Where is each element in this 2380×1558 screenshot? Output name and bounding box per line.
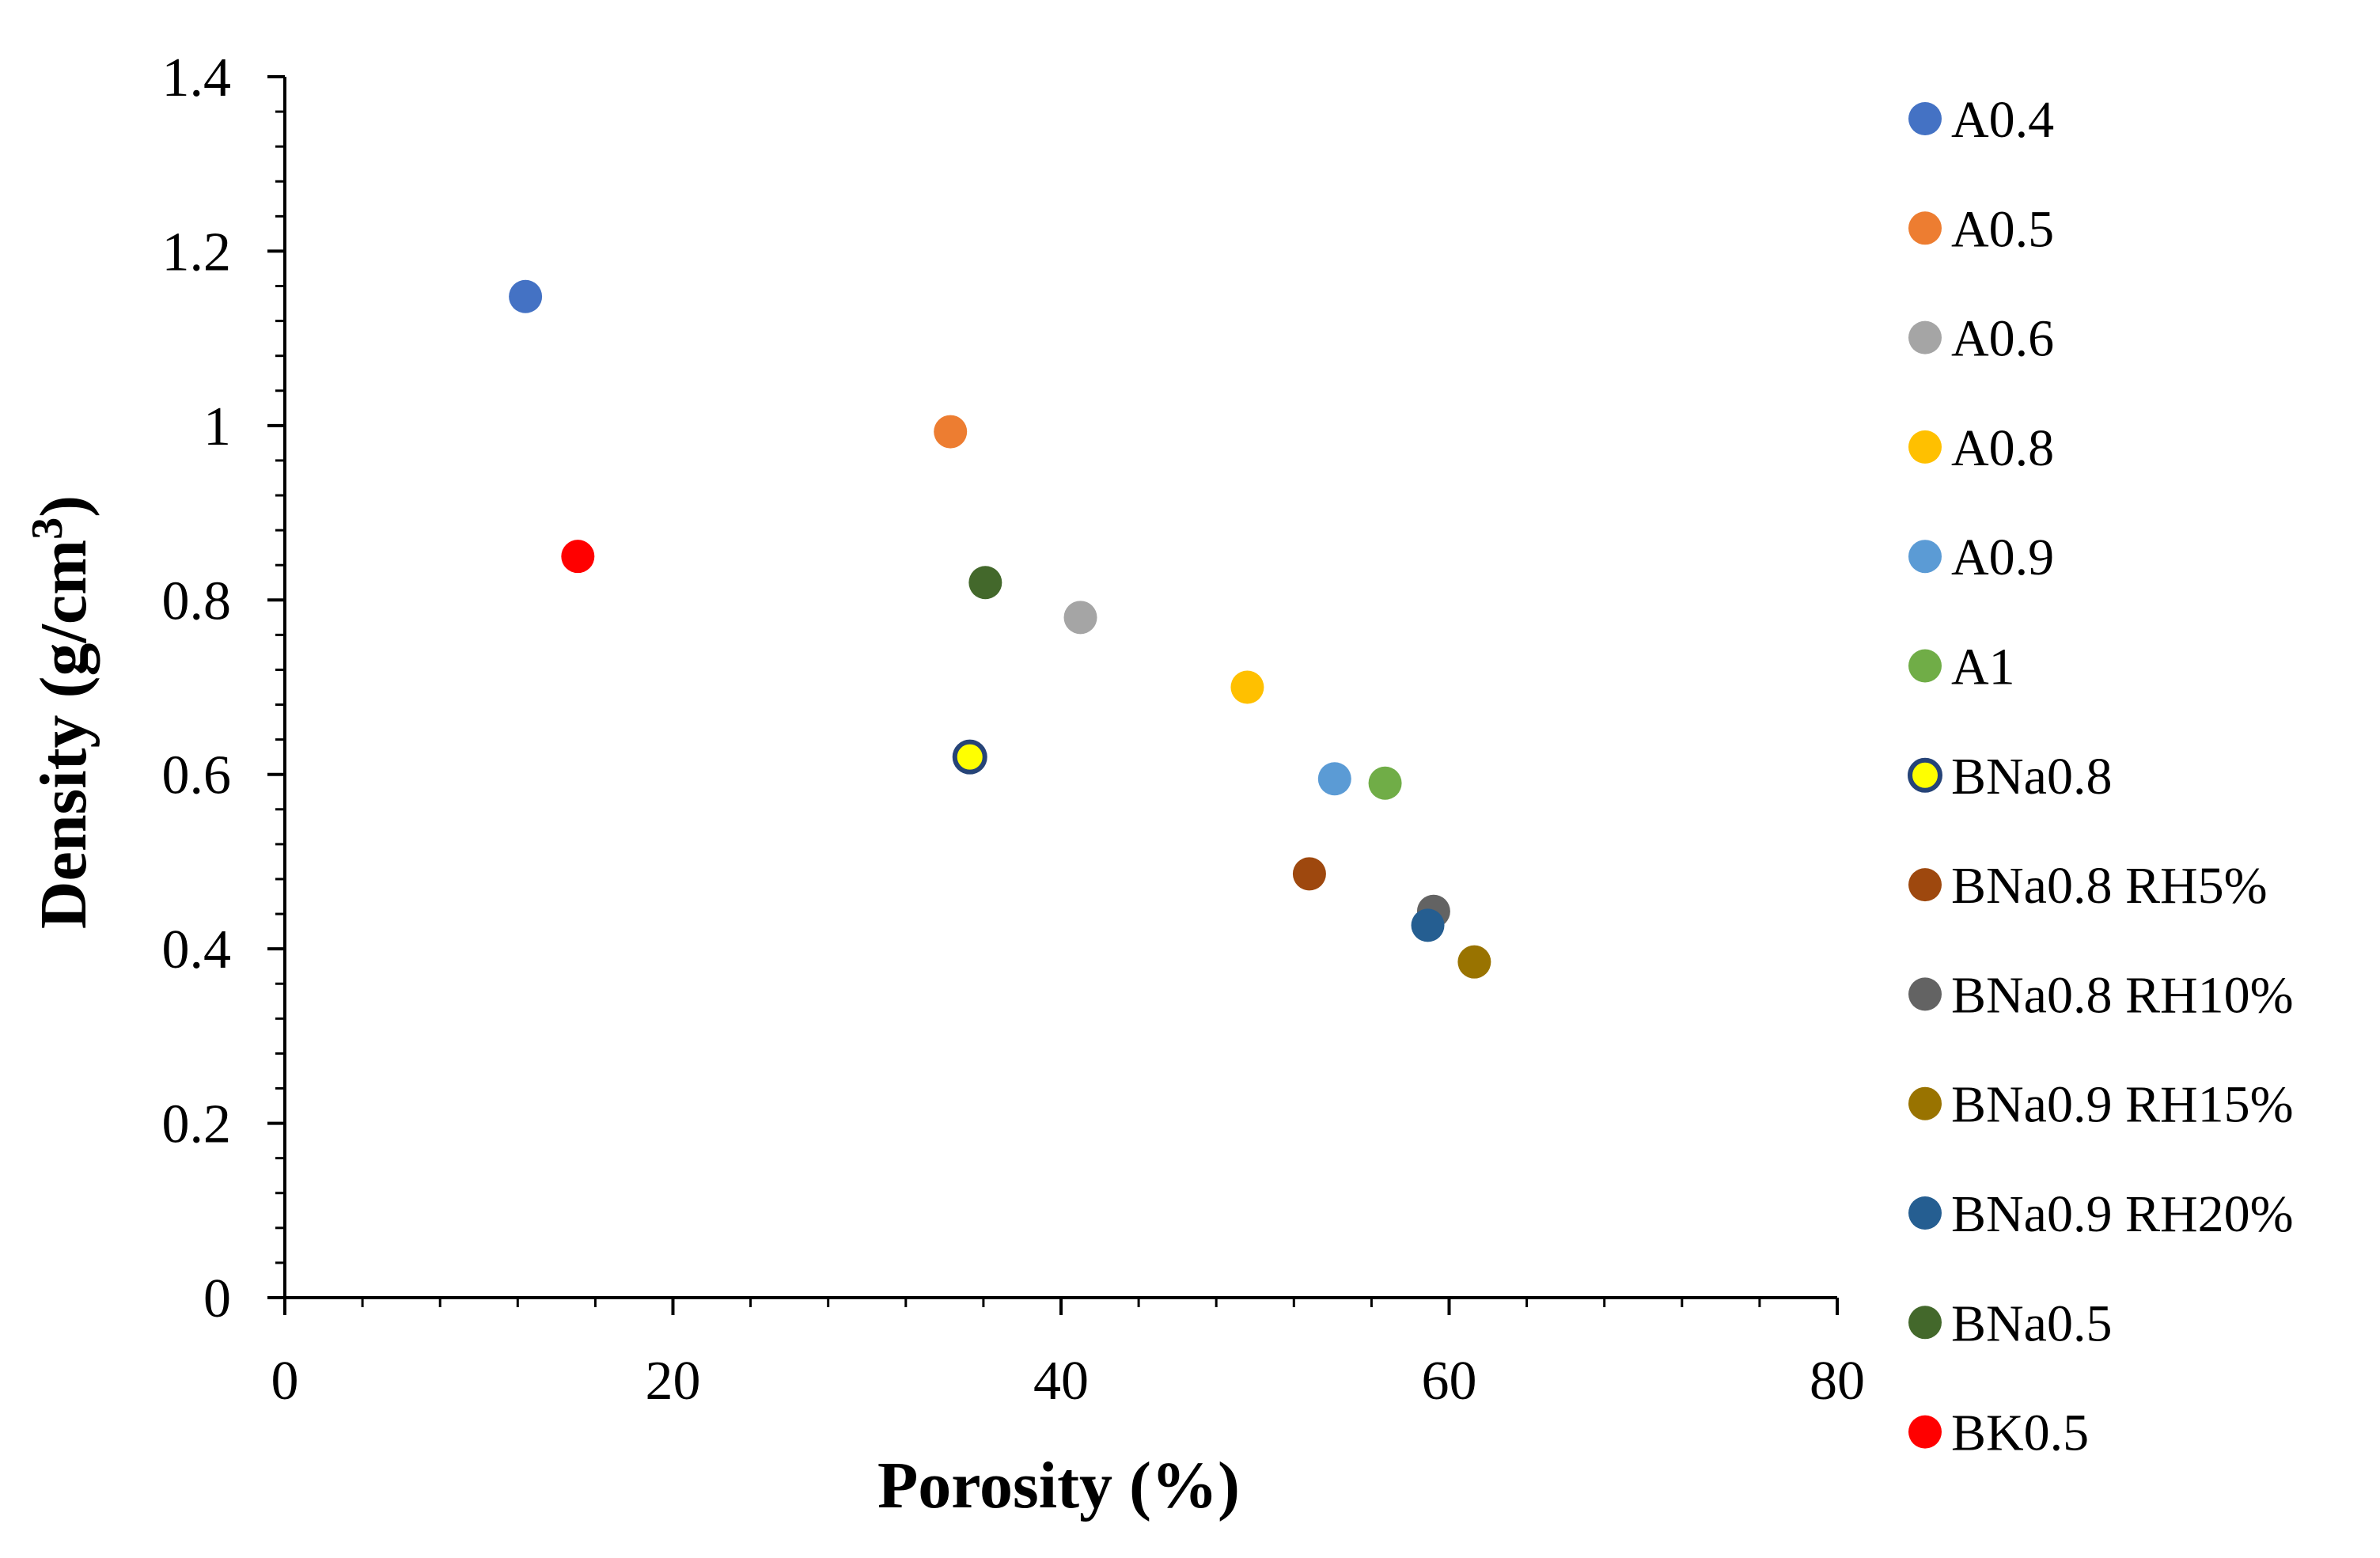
y-tick-label: 0.4: [162, 919, 232, 980]
data-point-a0-9: [1317, 762, 1351, 796]
data-point-a0-6: [1063, 601, 1097, 635]
legend-marker: [1908, 1196, 1942, 1230]
y-tick-label: 0.2: [162, 1094, 232, 1155]
major-ticks: [267, 75, 1839, 1315]
legend-label: BNa0.8: [1951, 748, 2112, 806]
legend-marker: [1908, 1415, 1942, 1449]
x-tick-label: 60: [1422, 1351, 1477, 1412]
legend-marker: [1908, 649, 1942, 683]
data-point-bna0-9-rh20-: [1411, 908, 1445, 942]
legend-label: A0.9: [1951, 529, 2054, 586]
legend-marker: [1908, 1306, 1942, 1340]
legend-marker: [1908, 868, 1942, 902]
data-point-a0-5: [934, 415, 968, 449]
legend-label: BNa0.5: [1951, 1295, 2112, 1352]
legend-marker: [1908, 1086, 1942, 1120]
legend-label: BNa0.9 RH20%: [1951, 1185, 2294, 1243]
data-point-bna0-5: [968, 566, 1002, 600]
legend: A0.4 A0.5 A0.6 A0.8 A0.9 A1 BNa0.8 BNa0.8 RH5% B…: [1908, 91, 2294, 1462]
x-axis-title: Porosity (%): [877, 1449, 1240, 1522]
x-tick-label: 40: [1033, 1351, 1089, 1412]
x-tick-label: 20: [646, 1351, 701, 1412]
legend-marker: [1908, 102, 1942, 135]
y-tick-label: 0.6: [162, 745, 232, 806]
y-tick-label: 0.8: [162, 571, 232, 631]
legend-label: A0.6: [1951, 310, 2054, 368]
legend-label: A1: [1951, 639, 2015, 696]
legend-marker: [1908, 540, 1942, 574]
y-tick-label: 1.4: [162, 47, 232, 108]
legend-marker: [1908, 977, 1942, 1011]
legend-marker: [1908, 430, 1942, 464]
minor-ticks: [275, 75, 1839, 1307]
y-axis-title-close: ): [27, 495, 100, 517]
legend-marker: [1908, 211, 1942, 245]
data-point-a0-8: [1230, 670, 1264, 704]
y-axis-title-superscript: 3: [23, 517, 72, 540]
legend-label: A0.5: [1951, 200, 2054, 258]
data-point-bna0-9-rh15-: [1457, 945, 1491, 979]
y-axis-title-main: Density (g/cm: [27, 540, 100, 929]
y-tick-label: 1.2: [162, 222, 232, 282]
legend-label: A0.8: [1951, 419, 2054, 477]
data-points: [509, 279, 1491, 979]
y-axis-title: Density (g/cm3): [23, 495, 100, 929]
legend-label: A0.4: [1951, 91, 2054, 149]
x-tick-label: 80: [1810, 1351, 1865, 1412]
data-point-bna0-8: [952, 739, 987, 775]
data-point-a0-4: [509, 279, 543, 313]
legend-marker: [1908, 320, 1942, 354]
data-point-bna0-8-rh5-: [1292, 857, 1326, 891]
y-tick-label: 1: [203, 396, 231, 457]
x-tick-label: 0: [271, 1351, 299, 1412]
legend-label: BNa0.9 RH15%: [1951, 1076, 2294, 1134]
x-tick-labels: 0 20 40 60 80: [271, 1351, 1866, 1412]
data-point-bk0-5: [561, 540, 595, 574]
legend-label: BNa0.8 RH10%: [1951, 966, 2294, 1024]
data-point-a1: [1368, 766, 1402, 800]
legend-label: BNa0.8 RH5%: [1951, 857, 2268, 915]
legend-label: BK0.5: [1951, 1404, 2089, 1462]
legend-marker: [1908, 757, 1942, 793]
y-tick-label: 0: [203, 1268, 231, 1329]
y-tick-labels: 0 0.2 0.4 0.6 0.8 1 1.2 1.4: [162, 47, 232, 1329]
